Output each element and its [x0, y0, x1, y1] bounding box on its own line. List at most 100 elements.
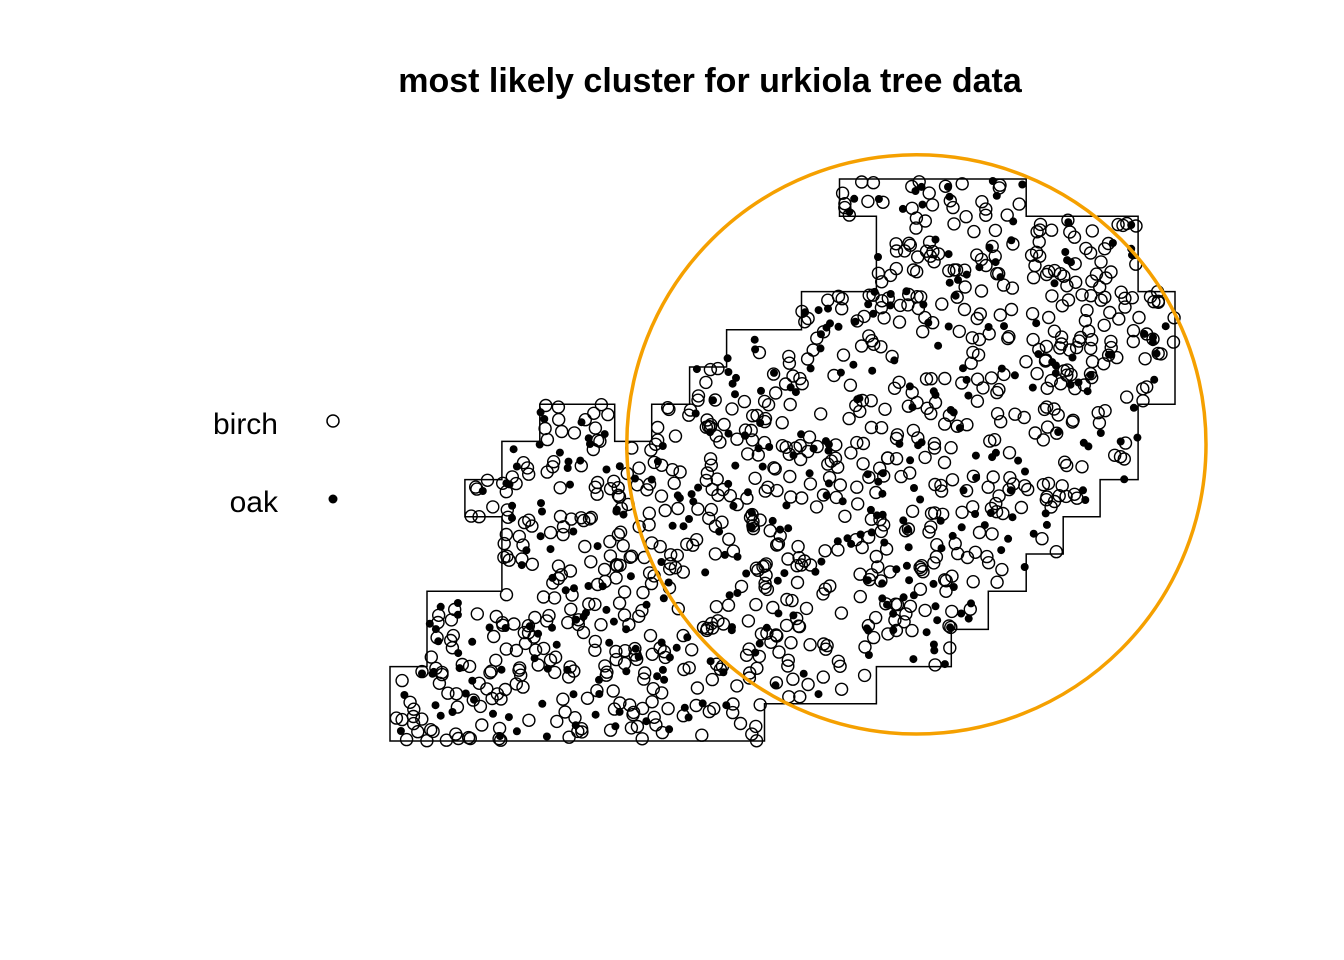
birch-point [922, 525, 936, 539]
birch-point [661, 701, 675, 716]
oak-point [595, 675, 603, 684]
birch-point [582, 512, 597, 526]
oak-point [642, 600, 651, 609]
birch-point [964, 356, 978, 370]
birch-point [500, 503, 514, 517]
birch-point [700, 466, 715, 480]
birch-point [779, 618, 794, 633]
oak-point [584, 434, 593, 443]
oak-point [1116, 437, 1125, 446]
birch-point [547, 591, 562, 605]
birch-point [1047, 402, 1061, 416]
birch-point [1089, 267, 1104, 281]
oak-point [512, 462, 521, 471]
birch-point [766, 367, 781, 381]
oak-point [418, 669, 426, 678]
birch-point [821, 293, 835, 307]
oak-point [668, 521, 677, 530]
oak-point [564, 457, 573, 466]
oak-point [1074, 378, 1083, 387]
birch-point [415, 712, 429, 726]
oak-point [992, 191, 1001, 200]
oak-point [396, 727, 405, 735]
oak-point [817, 557, 826, 566]
oak-point [534, 629, 543, 638]
oak-point [936, 516, 945, 525]
oak-point [878, 469, 887, 478]
birch-point [781, 552, 795, 566]
oak-point [811, 567, 820, 576]
birch-point [726, 705, 740, 720]
birch-point [775, 439, 790, 453]
oak-point [929, 640, 938, 649]
birch-point [783, 469, 797, 484]
birch-point [869, 549, 883, 564]
birch-point [871, 560, 885, 574]
oak-point [751, 648, 760, 657]
birch-point [913, 560, 927, 575]
birch-point [1030, 366, 1044, 381]
birch-point [780, 592, 794, 607]
oak-point [555, 448, 564, 457]
oak-point [1086, 371, 1095, 379]
birch-point [877, 311, 891, 325]
birch-point [923, 249, 938, 263]
birch-point [556, 692, 570, 706]
legend-marker-birch [326, 414, 340, 428]
birch-point [864, 420, 879, 435]
birch-point [449, 687, 464, 701]
birch-point [1151, 295, 1166, 309]
oak-point [1018, 180, 1027, 189]
birch-point [587, 406, 601, 420]
birch-point [874, 524, 888, 539]
birch-point [420, 734, 434, 748]
birch-point [1104, 334, 1118, 349]
oak-point [822, 491, 831, 500]
birch-point [903, 238, 917, 253]
oak-point [1048, 358, 1057, 367]
birch-point [646, 682, 660, 696]
oak-point [622, 667, 631, 676]
birch-point [700, 623, 714, 638]
birch-point [905, 201, 919, 216]
oak-point [809, 444, 818, 453]
birch-point [875, 275, 889, 289]
oak-point [874, 195, 883, 203]
birch-point [744, 423, 758, 438]
oak-point [605, 638, 614, 647]
birch-point [1107, 448, 1122, 462]
birch-point [916, 325, 930, 339]
birch-point [395, 673, 409, 688]
birch-point [399, 732, 414, 747]
birch-point [536, 590, 551, 604]
oak-point [984, 323, 993, 331]
birch-point [835, 302, 849, 316]
birch-point [645, 695, 659, 709]
birch-point [432, 608, 446, 622]
oak-point [751, 345, 760, 354]
oak-point [461, 689, 470, 698]
oak-point [653, 457, 662, 466]
birch-point [984, 371, 999, 385]
birch-point [910, 265, 924, 279]
birch-point [945, 569, 959, 583]
oak-point [570, 584, 578, 593]
birch-point [916, 565, 930, 579]
oak-point [768, 516, 777, 525]
birch-point [782, 356, 797, 370]
birch-point [598, 659, 612, 673]
birch-point [613, 525, 628, 539]
oak-point [782, 501, 791, 510]
oak-point [732, 373, 740, 382]
oak-point [776, 525, 785, 534]
oak-point [665, 725, 674, 734]
oak-point [664, 578, 673, 587]
birch-point [1041, 476, 1056, 491]
oak-point [902, 287, 911, 296]
birch-point [767, 461, 781, 475]
oak-point [886, 301, 895, 310]
birch-point [603, 723, 618, 737]
birch-point [1132, 310, 1146, 325]
oak-point [1149, 333, 1157, 342]
